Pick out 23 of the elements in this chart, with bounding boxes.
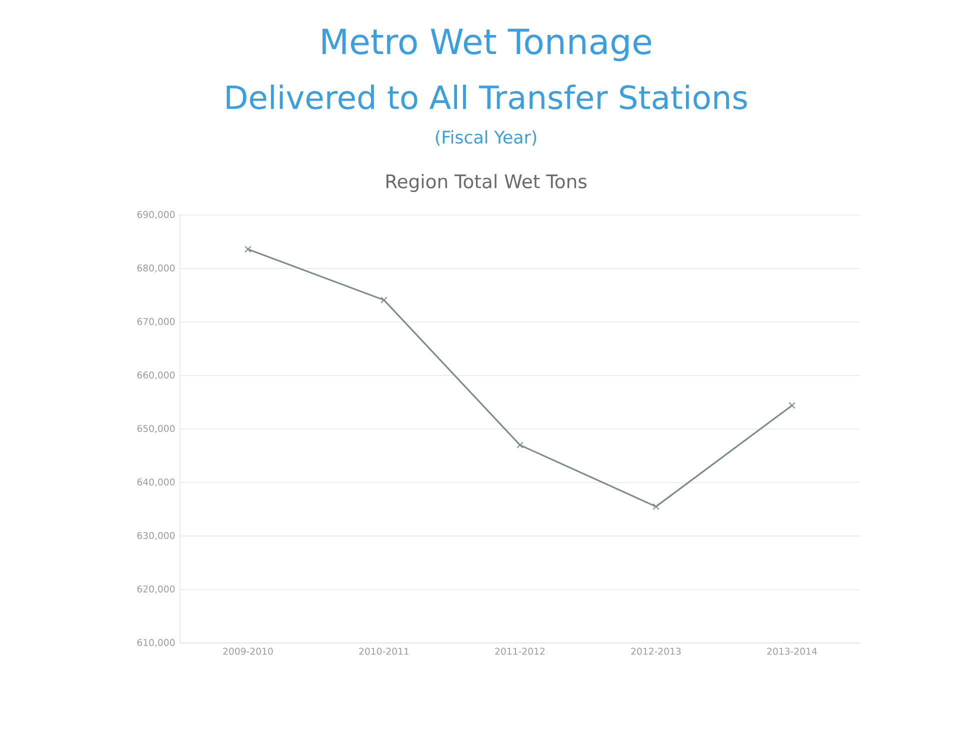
y-tick-label: 640,000 <box>137 478 175 487</box>
y-tick-label: 690,000 <box>137 211 175 220</box>
y-tick-label: 660,000 <box>137 372 175 380</box>
x-tick-label: 2013-2014 <box>767 648 817 655</box>
point <box>244 246 252 253</box>
y-tick-label: 630,000 <box>137 532 175 540</box>
x-tick-label: 2009-2010 <box>223 648 273 655</box>
y-tick-label: 610,000 <box>137 638 175 648</box>
y-tick-label: 680,000 <box>137 264 175 273</box>
text: Region Total Wet Tons <box>386 174 586 192</box>
point <box>652 503 660 510</box>
x-tick-label: 2011-2012 <box>495 648 544 655</box>
chart-title: Metro Wet Tonnage <box>322 28 652 62</box>
point <box>380 296 388 304</box>
point <box>788 402 796 409</box>
x-tick-label: 2010-2011 <box>359 648 409 655</box>
chart-subtitle: Delivered to All Transfer Stations <box>226 84 747 110</box>
y-tick-label: 650,000 <box>137 425 175 434</box>
x-tick-label: 2012-2013 <box>631 648 681 655</box>
point <box>516 442 524 448</box>
text: (Fiscal Year) <box>436 130 536 146</box>
y-tick-label: 620,000 <box>137 585 175 594</box>
y-tick-label: 670,000 <box>137 318 175 326</box>
